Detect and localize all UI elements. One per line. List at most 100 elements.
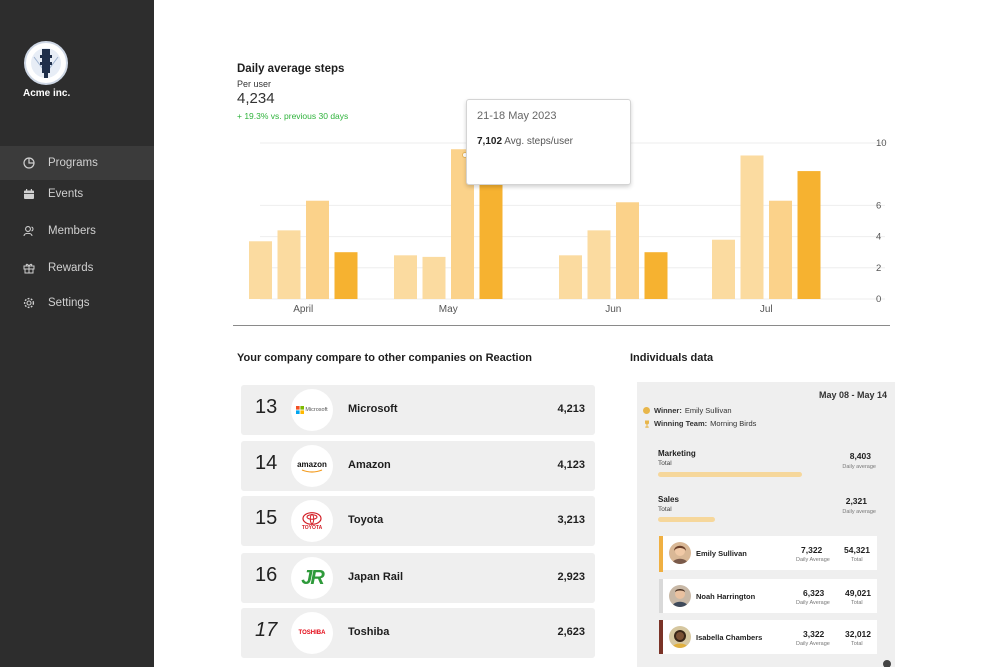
bar[interactable]: [451, 149, 474, 299]
calendar-icon: [23, 188, 35, 200]
bar[interactable]: [422, 256, 446, 299]
team-name: Marketing: [658, 449, 696, 458]
company-rank: 14: [255, 452, 278, 474]
microsoft-logo-icon: Microsoft: [291, 389, 333, 431]
sidebar-item-rewards[interactable]: Rewards: [0, 251, 154, 285]
avatar: [669, 585, 691, 607]
person-total: 32,012: [845, 629, 871, 639]
company-row[interactable]: 16 JR Japan Rail 2,923: [241, 553, 595, 603]
company-logo-text: TOYOTA: [301, 524, 323, 531]
pie-chart-icon: [23, 157, 35, 169]
chart-title: Daily average steps: [237, 63, 345, 75]
bar[interactable]: [277, 230, 301, 299]
person-daily-label: Daily Average: [796, 600, 830, 606]
company-logo-text: JR: [301, 566, 325, 589]
person-row[interactable]: Noah Harrington 6,323 Daily Average 49,0…: [659, 579, 877, 613]
person-strip: [659, 620, 663, 654]
bar[interactable]: [797, 171, 821, 299]
bar[interactable]: [249, 241, 272, 299]
bar[interactable]: [587, 230, 611, 299]
bar[interactable]: [712, 239, 735, 299]
trophy-icon: [643, 420, 651, 428]
chart-headline-value: 4,234: [237, 90, 275, 107]
individuals-panel: May 08 - May 14 Winner: Emily Sullivan W…: [637, 382, 895, 667]
company-name: Toyota: [348, 514, 384, 526]
winner-name: Emily Sullivan: [684, 406, 732, 415]
company-logo[interactable]: [24, 41, 68, 85]
person-row[interactable]: Emily Sullivan 7,322 Daily Average 54,32…: [659, 536, 877, 572]
y-tick-label: 10: [876, 138, 887, 149]
person-daily: 7,322: [801, 545, 823, 555]
x-tick-label: May: [439, 304, 458, 315]
y-tick-label: 6: [876, 200, 881, 211]
company-name: Toshiba: [348, 626, 390, 638]
bar[interactable]: [769, 200, 792, 299]
company-row[interactable]: 17 TOSHIBA Toshiba 2,623: [241, 608, 595, 658]
tooltip-date: 21-18 May 2023: [477, 110, 557, 122]
company-rank: 17: [255, 619, 278, 641]
bar[interactable]: [479, 177, 503, 299]
bar[interactable]: [394, 255, 417, 299]
company-name: Amazon: [348, 459, 391, 471]
sidebar-item-label: Rewards: [48, 262, 94, 274]
company-name: Microsoft: [348, 403, 398, 415]
sidebar-item-programs[interactable]: Programs: [0, 146, 154, 180]
x-tick-label: Jul: [760, 304, 773, 315]
company-logo-text: TOSHIBA: [298, 630, 326, 636]
chart-tooltip: 21-18 May 2023 7,102 Avg. steps/user: [466, 99, 631, 185]
bar[interactable]: [334, 252, 358, 299]
team-progress-bar: [658, 517, 715, 522]
company-rank: 15: [255, 507, 278, 529]
date-range[interactable]: May 08 - May 14: [818, 390, 887, 400]
person-total: 54,321: [844, 545, 870, 555]
tooltip-value-line: 7,102 Avg. steps/user: [477, 136, 573, 147]
company-value: 3,213: [557, 514, 585, 526]
toyota-logo-icon: TOYOTA: [291, 500, 333, 542]
winning-team-label: Winning Team:: [654, 419, 708, 428]
brand-name: Acme inc.: [23, 88, 71, 99]
person-total-label: Total: [851, 641, 863, 647]
person-name: Emily Sullivan: [696, 549, 747, 558]
team-progress-bar: [658, 472, 802, 477]
bar[interactable]: [644, 252, 668, 299]
team-sub: Total: [658, 460, 672, 467]
sidebar-item-label: Members: [48, 225, 96, 237]
tooltip-value: 7,102: [477, 136, 503, 147]
section-divider: [233, 325, 890, 326]
sidebar-item-events[interactable]: Events: [0, 177, 154, 211]
winner-label: Winner:: [654, 406, 682, 415]
person-daily-label: Daily Average: [796, 557, 830, 563]
company-rank: 16: [255, 564, 278, 586]
company-name: Japan Rail: [348, 571, 404, 583]
person-daily: 3,322: [803, 629, 825, 639]
bar[interactable]: [740, 155, 764, 299]
y-tick-label: 2: [876, 263, 881, 274]
gift-icon: [23, 262, 35, 274]
company-row[interactable]: 13 Microsoft Microsoft 4,213: [241, 385, 595, 435]
winner-line: Winner: Emily Sullivan: [643, 406, 732, 415]
company-row[interactable]: 15 TOYOTA Toyota 3,213: [241, 496, 595, 546]
team-sub: Total: [658, 506, 672, 513]
winning-team-name: Morning Birds: [710, 419, 757, 428]
toshiba-logo-icon: TOSHIBA: [291, 612, 333, 654]
sidebar-item-members[interactable]: Members: [0, 214, 154, 248]
person-name: Isabella Chambers: [696, 633, 763, 642]
person-row[interactable]: Isabella Chambers 3,322 Daily Average 32…: [659, 620, 877, 654]
company-logo-text: amazon: [297, 459, 327, 469]
company-compare-title: Your company compare to other companies …: [237, 352, 533, 364]
sidebar-item-settings[interactable]: Settings: [0, 286, 154, 320]
japan-rail-logo-icon: JR: [291, 557, 333, 599]
x-tick-label: April: [293, 304, 313, 315]
scroll-indicator[interactable]: [883, 660, 891, 667]
gear-icon: [23, 297, 35, 309]
bar[interactable]: [616, 202, 639, 299]
bar[interactable]: [306, 200, 329, 299]
company-row[interactable]: 14 amazon Amazon 4,123: [241, 441, 595, 491]
members-icon: [23, 225, 35, 237]
tooltip-unit: Avg. steps/user: [504, 136, 574, 147]
person-total-label: Total: [851, 600, 863, 606]
company-value: 4,123: [557, 459, 585, 471]
bar[interactable]: [559, 255, 582, 299]
y-tick-label: 4: [876, 232, 881, 243]
team-value: 8,403: [849, 451, 871, 461]
